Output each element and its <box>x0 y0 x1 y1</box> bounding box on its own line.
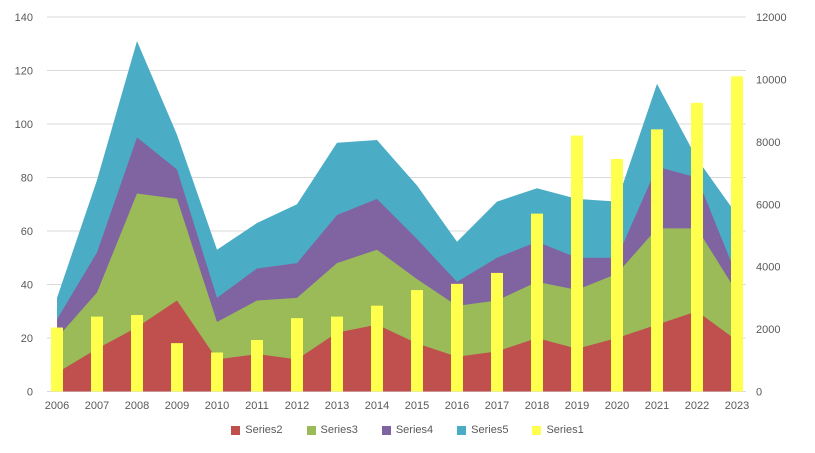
left-axis-tick: 20 <box>21 333 33 345</box>
x-axis-tick-2016: 2016 <box>445 400 469 412</box>
right-axis-tick: 12000 <box>756 12 787 24</box>
bar-series1-2006 <box>51 327 63 392</box>
x-axis-tick-2023: 2023 <box>725 400 749 412</box>
left-axis-tick: 80 <box>21 173 33 185</box>
x-axis-tick-2011: 2011 <box>245 400 269 412</box>
bar-series1-2013 <box>331 316 343 392</box>
x-axis-tick-2008: 2008 <box>125 400 149 412</box>
left-axis-tick: 60 <box>21 226 33 238</box>
legend-item-series3: Series3 <box>306 424 358 436</box>
bar-series1-2011 <box>251 340 263 392</box>
legend-swatch-series1 <box>532 425 542 435</box>
x-axis-tick-2019: 2019 <box>565 400 589 412</box>
legend-item-series5: Series5 <box>457 424 508 436</box>
bar-series1-2021 <box>651 129 663 392</box>
x-axis-tick-2022: 2022 <box>685 400 709 412</box>
legend-item-series2: Series2 <box>231 424 283 436</box>
bar-series1-2017 <box>491 272 503 392</box>
x-axis-tick-2014: 2014 <box>365 400 389 412</box>
left-axis-tick: 140 <box>15 12 33 24</box>
right-axis-tick: 2000 <box>756 324 780 336</box>
left-axis-tick: 0 <box>27 387 33 399</box>
left-axis-tick: 40 <box>21 280 33 292</box>
legend-swatch-series5 <box>457 425 467 435</box>
x-axis-tick-2018: 2018 <box>525 400 549 412</box>
bar-series1-2019 <box>571 135 583 392</box>
legend-label: Series4 <box>395 424 434 436</box>
bar-series1-2007 <box>91 316 103 392</box>
right-axis-tick: 10000 <box>756 74 787 86</box>
left-axis-tick: 100 <box>15 119 33 131</box>
x-axis-tick-2009: 2009 <box>165 400 189 412</box>
right-axis-tick: 8000 <box>756 137 780 149</box>
x-axis-tick-2021: 2021 <box>645 400 669 412</box>
legend-swatch-series4 <box>381 425 391 435</box>
right-axis-tick: 6000 <box>756 199 780 211</box>
bar-series1-2020 <box>611 158 623 392</box>
legend-item-series1: Series1 <box>532 424 584 436</box>
area-series2 <box>57 300 737 392</box>
right-axis-tick: 4000 <box>756 262 780 274</box>
chart-legend: Series2 Series3 Series4 Series5 Series1 <box>0 424 815 436</box>
legend-item-series4: Series4 <box>381 424 434 436</box>
x-axis-tick-2012: 2012 <box>285 400 309 412</box>
legend-swatch-series3 <box>306 425 316 435</box>
x-axis-tick-2007: 2007 <box>85 400 109 412</box>
legend-label: Series2 <box>245 424 283 436</box>
bar-series1-2009 <box>171 343 183 392</box>
right-axis-tick: 0 <box>756 387 762 399</box>
area-series3 <box>57 193 737 392</box>
bar-series1-2023 <box>731 76 743 392</box>
bar-series1-2010 <box>211 352 223 392</box>
x-axis-tick-2020: 2020 <box>605 400 629 412</box>
bar-series1-2022 <box>691 102 703 392</box>
x-axis-tick-2010: 2010 <box>205 400 229 412</box>
bar-series1-2012 <box>291 318 303 392</box>
x-axis-tick-2013: 2013 <box>325 400 349 412</box>
x-axis-tick-2006: 2006 <box>45 400 69 412</box>
legend-label: Series3 <box>320 424 358 436</box>
x-axis-tick-2017: 2017 <box>485 400 509 412</box>
bar-series1-2016 <box>451 283 463 392</box>
bar-series1-2008 <box>131 315 143 392</box>
bar-series1-2018 <box>531 213 543 392</box>
bar-series1-2014 <box>371 305 383 392</box>
x-axis-tick-2015: 2015 <box>405 400 429 412</box>
left-axis-tick: 120 <box>15 66 33 78</box>
legend-label: Series1 <box>546 424 584 436</box>
legend-swatch-series2 <box>231 425 241 435</box>
bar-series1-2015 <box>411 290 423 392</box>
legend-label: Series5 <box>471 424 509 436</box>
